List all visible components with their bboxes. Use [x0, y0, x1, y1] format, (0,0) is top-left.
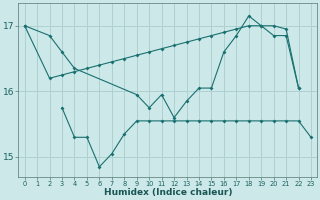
- X-axis label: Humidex (Indice chaleur): Humidex (Indice chaleur): [104, 188, 232, 197]
